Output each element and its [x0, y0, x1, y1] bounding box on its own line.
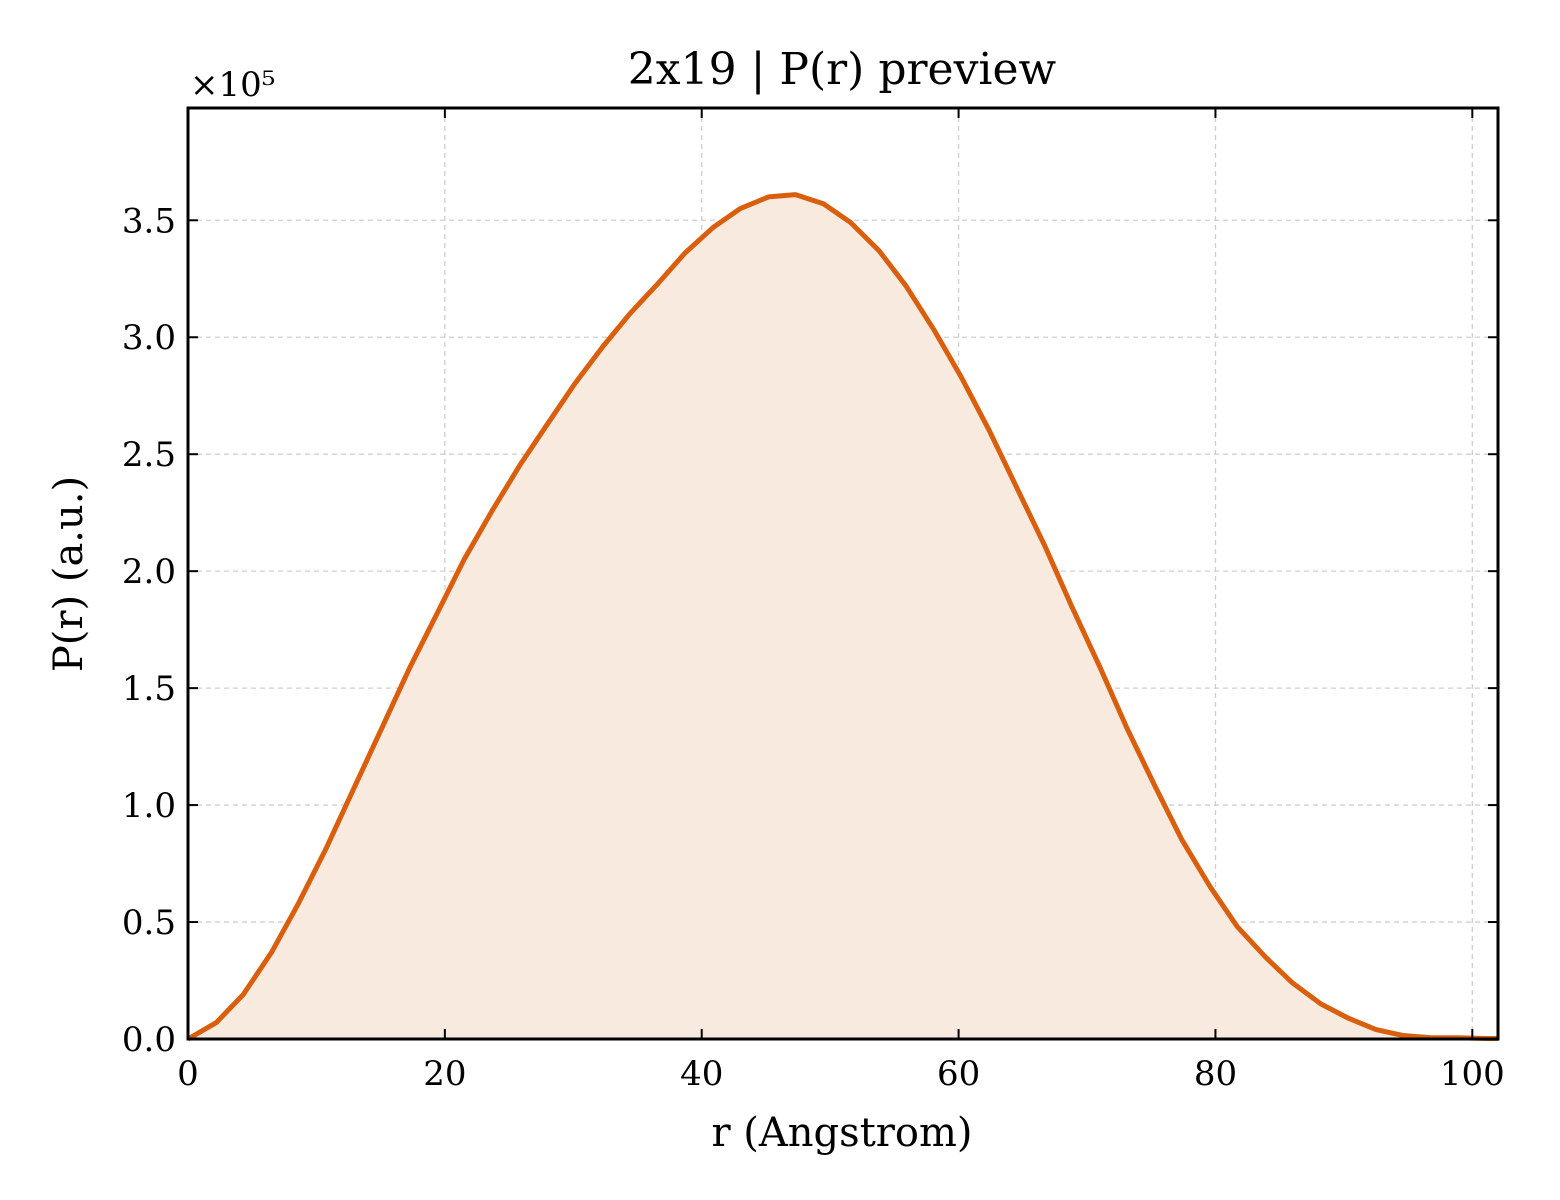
y-tick-label: 0.0 [122, 1020, 176, 1060]
y-tick-label: 2.5 [122, 435, 176, 475]
x-tick-label: 60 [937, 1054, 980, 1094]
x-tick-label: 0 [177, 1054, 199, 1094]
x-axis-label: r (Angstrom) [711, 1110, 972, 1156]
y-tick-label: 0.5 [122, 903, 176, 943]
x-tick-label: 40 [680, 1054, 723, 1094]
y-tick-label: 2.0 [122, 552, 176, 592]
y-tick-label: 3.0 [122, 318, 176, 358]
chart-title: 2x19 | P(r) preview [628, 44, 1057, 95]
x-tick-label: 20 [423, 1054, 466, 1094]
y-tick-label: 1.5 [122, 669, 176, 709]
y-axis-label: P(r) (a.u.) [46, 476, 92, 672]
y-tick-label: 3.5 [122, 201, 176, 241]
x-tick-label: 100 [1440, 1054, 1505, 1094]
x-tick-label: 80 [1194, 1054, 1237, 1094]
y-tick-label: 1.0 [122, 786, 176, 826]
y-multiplier-label: ×10⁵ [190, 65, 275, 105]
area-fill [188, 195, 1498, 1039]
